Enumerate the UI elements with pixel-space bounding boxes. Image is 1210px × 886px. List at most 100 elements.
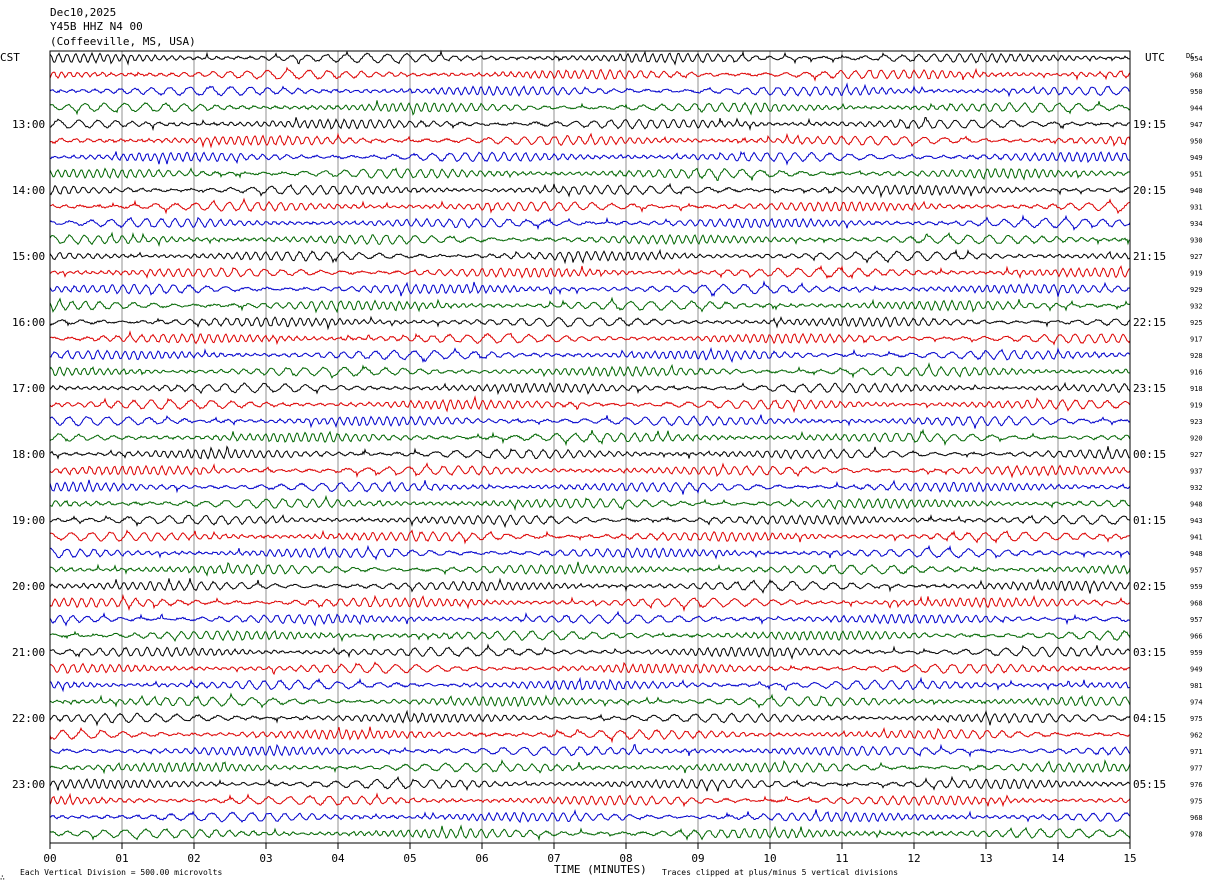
trace-line [49, 296, 1131, 314]
right-hour-label: 20:15 [1133, 184, 1166, 197]
trace-line [49, 330, 1131, 346]
dc-offset-label: 927 [1190, 253, 1203, 261]
dc-offset-label: 917 [1190, 336, 1203, 344]
dc-offset-label: 932 [1190, 484, 1203, 492]
x-tick-label: 05 [403, 852, 416, 865]
dc-offset-label: 978 [1190, 831, 1203, 839]
right-hour-label: 01:15 [1133, 514, 1166, 527]
dc-offset-label: 925 [1190, 319, 1203, 327]
right-hour-label: 19:15 [1133, 118, 1166, 131]
dc-offset-label: 937 [1190, 468, 1203, 476]
dc-offset-label: 949 [1190, 666, 1203, 674]
right-hour-label: 23:15 [1133, 382, 1166, 395]
trace-line [49, 479, 1131, 495]
dc-offset-label: 962 [1190, 732, 1203, 740]
dc-offset-label: 968 [1190, 600, 1203, 608]
x-tick-label: 07 [547, 852, 560, 865]
plot-frame [49, 50, 1131, 844]
trace-line [49, 182, 1131, 199]
dc-offset-label: 977 [1190, 765, 1203, 773]
x-tick-label: 00 [43, 852, 56, 865]
trace-line [49, 100, 1131, 116]
header-location: (Coffeeville, MS, USA) [50, 35, 196, 48]
right-hour-label: 00:15 [1133, 448, 1166, 461]
trace-line [49, 824, 1131, 842]
trace-line [49, 347, 1131, 364]
dc-offset-label: 927 [1190, 451, 1203, 459]
x-axis-ticks: 00 01 02 03 04 05 06 07 08 09 10 11 12 13 14 15 [43, 843, 1137, 865]
dc-offset-label: 931 [1190, 204, 1203, 212]
trace-line [50, 494, 1131, 511]
trace-line [49, 66, 1131, 82]
trace-line [49, 561, 1131, 577]
trace-line [49, 445, 1131, 460]
trace-line [49, 231, 1131, 247]
trace-line [49, 610, 1131, 627]
header-date: Dec10,2025 [50, 6, 116, 19]
dc-offset-label: 940 [1190, 187, 1203, 195]
trace-line [49, 49, 1131, 66]
trace-line [49, 167, 1131, 181]
dc-offset-label: 950 [1190, 138, 1203, 146]
dc-offset-label: 971 [1190, 748, 1203, 756]
dc-offset-label: 959 [1190, 649, 1203, 657]
right-hour-label: 22:15 [1133, 316, 1166, 329]
trace-line [49, 264, 1131, 280]
trace-line [49, 381, 1131, 396]
left-hour-label: 15:00 [12, 250, 45, 263]
dc-offset-label: 951 [1190, 171, 1203, 179]
x-tick-label: 08 [619, 852, 632, 865]
corner-mark: ∴ [0, 873, 5, 882]
trace-line [49, 214, 1131, 231]
x-axis-title: TIME (MINUTES) [554, 863, 647, 876]
dc-offset-label: 919 [1190, 270, 1203, 278]
dc-offset-label: 920 [1190, 435, 1203, 443]
trace-line [49, 428, 1131, 447]
left-hour-label: 13:00 [12, 118, 45, 131]
trace-line [49, 395, 1131, 414]
dc-offset-label: 966 [1190, 633, 1203, 641]
x-tick-label: 02 [187, 852, 200, 865]
clip-note: Traces clipped at plus/minus 5 vertical … [662, 868, 898, 877]
x-tick-label: 12 [907, 852, 920, 865]
dc-offset-label: 918 [1190, 385, 1203, 393]
left-hour-label: 14:00 [12, 184, 45, 197]
dc-offset-label: 948 [1190, 550, 1203, 558]
trace-line [49, 82, 1131, 98]
dc-offset-label: 959 [1190, 583, 1203, 591]
trace-line [49, 116, 1131, 132]
x-tick-label: 06 [475, 852, 488, 865]
trace-line [49, 661, 1131, 676]
trace-line [49, 726, 1131, 744]
dc-header-label: DC [1186, 52, 1194, 60]
trace-line [49, 529, 1131, 545]
right-timezone-label: UTC [1145, 51, 1165, 64]
trace-line [49, 593, 1131, 613]
dc-offset-label: 968 [1190, 72, 1203, 80]
dc-offset-label: 919 [1190, 402, 1203, 410]
trace-line [49, 462, 1131, 479]
left-timezone-label: CST [0, 51, 20, 64]
trace-line [49, 577, 1131, 594]
trace-line [49, 775, 1131, 792]
dc-offset-label: 981 [1190, 682, 1203, 690]
x-tick-label: 09 [691, 852, 704, 865]
trace-line [49, 676, 1130, 693]
dc-offset-label: 954 [1190, 55, 1203, 63]
trace-line [49, 280, 1131, 297]
dc-offset-label: 975 [1190, 715, 1203, 723]
dc-offset-label: 916 [1190, 369, 1203, 377]
trace-line [49, 759, 1131, 775]
dc-offset-label: 941 [1190, 534, 1203, 542]
scale-note: Each Vertical Division = 500.00 microvol… [20, 868, 222, 877]
right-hour-label: 04:15 [1133, 712, 1166, 725]
left-hour-label: 18:00 [12, 448, 45, 461]
trace-line [49, 414, 1131, 429]
dc-offset-label: 949 [1190, 154, 1203, 162]
dc-offset-label: 928 [1190, 352, 1203, 360]
x-tick-label: 04 [331, 852, 345, 865]
dc-offset-label: 932 [1190, 303, 1203, 311]
dc-offset-label: 974 [1190, 699, 1203, 707]
dc-offset-label: 975 [1190, 798, 1203, 806]
